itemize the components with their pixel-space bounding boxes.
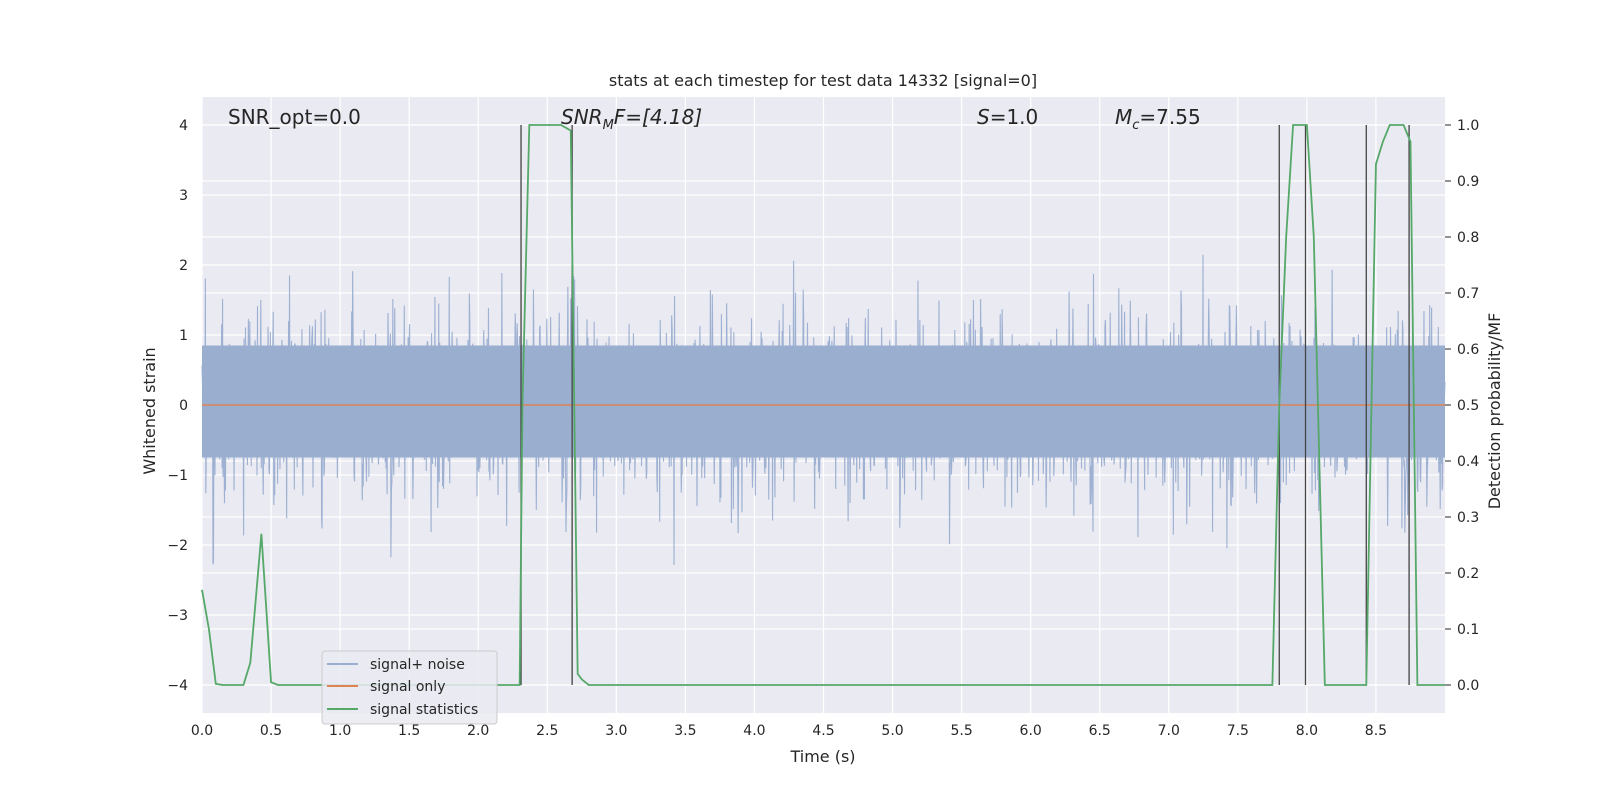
x-tick-label: 3.5: [674, 723, 696, 739]
y-right-tick-label: 0.4: [1457, 454, 1479, 470]
annotation-s-base: S: [977, 105, 990, 129]
y-tick-label: 4: [179, 118, 188, 134]
x-tick-label: 8.0: [1296, 723, 1318, 739]
y-right-tick-label: 0.0: [1457, 678, 1479, 694]
legend: signal+ noise signal only signal statist…: [321, 650, 498, 725]
x-tick-label: 6.5: [1089, 723, 1111, 739]
legend-label-signal-statistics: signal statistics: [370, 702, 478, 718]
x-tick-label: 4.0: [743, 723, 765, 739]
y-tick-label: 1: [179, 328, 188, 344]
annotation-snr-mf-sub: M: [603, 118, 614, 133]
x-tick-label: 1.5: [398, 723, 420, 739]
legend-box: [321, 650, 498, 725]
x-tick-label: 2.0: [467, 723, 489, 739]
annotation-s-tail: =1.0: [990, 105, 1039, 129]
annotation-mc: Mc=7.55: [1115, 105, 1201, 133]
y-tick-label: −3: [167, 608, 188, 624]
legend-label-signal-only: signal only: [370, 679, 445, 695]
y-axis-right-label: Detection probability/MF: [1485, 313, 1504, 510]
y-tick-label: −2: [167, 538, 188, 554]
x-tick-label: 5.5: [950, 723, 972, 739]
y-right-tick-label: 0.3: [1457, 510, 1479, 526]
legend-label-signal-noise: signal+ noise: [370, 657, 465, 673]
y-tick-label: −4: [167, 678, 188, 694]
signal-statistics-line: [201, 124, 1445, 686]
x-tick-label: 8.5: [1365, 723, 1387, 739]
y-right-tick-label: 0.7: [1457, 286, 1479, 302]
y-tick-label: 3: [179, 188, 188, 204]
annotation-s: S=1.0: [977, 105, 1038, 129]
y-tick-label: 0: [179, 398, 188, 414]
x-tick-label: 5.0: [881, 723, 903, 739]
x-tick-label: 3.0: [605, 723, 627, 739]
x-tick-label: 0.0: [191, 723, 213, 739]
y-tick-label: −1: [167, 468, 188, 484]
signal-statistics-series: [201, 124, 1445, 686]
annotation-mc-sub: c: [1132, 118, 1139, 133]
annotation-mc-tail: =7.55: [1139, 105, 1200, 129]
x-axis-label: Time (s): [789, 747, 855, 766]
annotation-snr-opt: SNR_opt=0.0: [228, 105, 361, 129]
x-tick-label: 7.5: [1227, 723, 1249, 739]
y-right-tick-label: 0.2: [1457, 566, 1479, 582]
x-tick-label: 6.0: [1020, 723, 1042, 739]
y-right-tick-label: 0.1: [1457, 622, 1479, 638]
chart-title: stats at each timestep for test data 143…: [609, 71, 1037, 90]
annotation-snr-mf-tail: F=[4.18]: [614, 105, 702, 129]
annotation-mc-base: M: [1115, 105, 1132, 129]
y-right-tick-label: 0.8: [1457, 230, 1479, 246]
annotation-snr-mf: SNRMF=[4.18]: [561, 105, 702, 133]
x-tick-label: 4.5: [812, 723, 834, 739]
y-right-tick-label: 1.0: [1457, 118, 1479, 134]
x-tick-label: 1.0: [329, 723, 351, 739]
x-tick-label: 0.5: [260, 723, 282, 739]
x-tick-label: 2.5: [536, 723, 558, 739]
y-right-tick-label: 0.6: [1457, 342, 1479, 358]
signal-noise-core-band: [202, 345, 1445, 458]
signal-noise-series: [201, 254, 1446, 565]
y-axis-label: Whitened strain: [140, 347, 159, 474]
y-tick-label: 2: [179, 258, 188, 274]
tick-labels: 0.0 0.5 1.0 1.5 2.0 2.5 3.0 3.5 4.0 4.5 5.0 5.5 6.0 6…: [167, 118, 1479, 739]
y-right-tick-label: 0.9: [1457, 174, 1479, 190]
annotation-snr-mf-base: SNR: [561, 105, 603, 129]
y-right-tick-label: 0.5: [1457, 398, 1479, 414]
x-tick-label: 7.0: [1158, 723, 1180, 739]
